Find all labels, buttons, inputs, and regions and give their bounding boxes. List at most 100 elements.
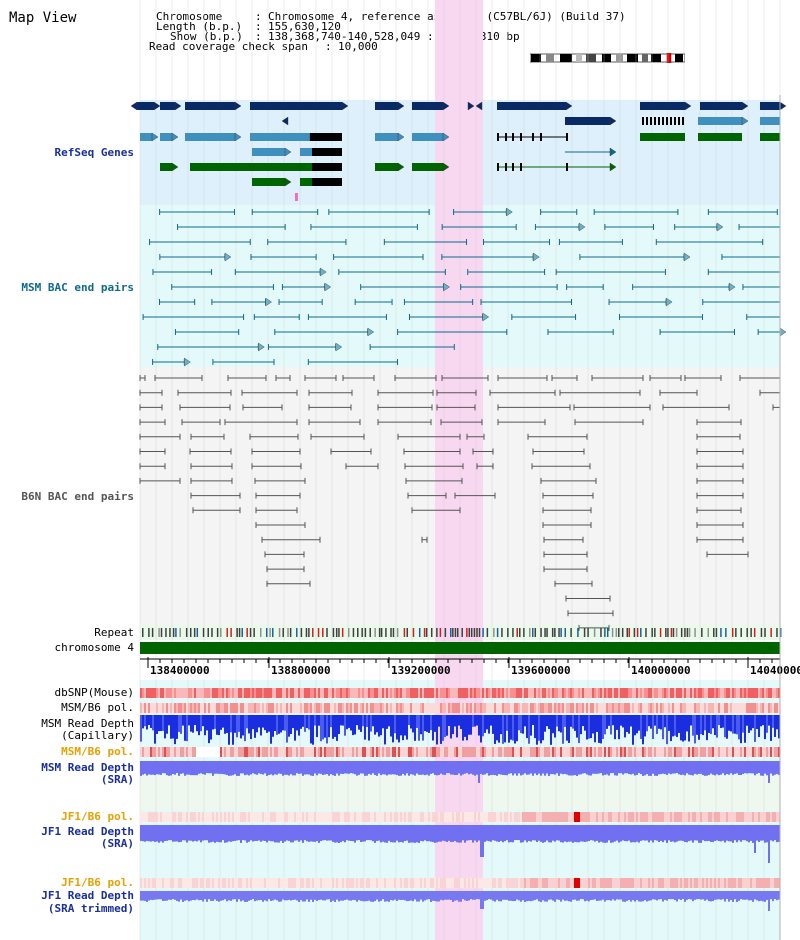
msm-b6-pol-cell	[438, 703, 440, 713]
msm-b6-pol-2-cell	[510, 747, 512, 757]
track-label-b6n-bac-end-pairs[interactable]: B6N BAC end pairs	[21, 490, 134, 503]
msm-sra-depth-bar	[390, 761, 392, 775]
msm-sra-depth-bar	[554, 761, 556, 775]
msm-b6-pol-2-cell	[560, 747, 562, 757]
jf1-b6-pol-2-cell	[170, 878, 172, 888]
refseq-gene-exon	[412, 163, 443, 171]
jf1-trimmed-depth-bar	[450, 891, 452, 900]
dbsnp-cell	[358, 688, 360, 698]
msm-b6-pol-2-cell	[216, 747, 218, 757]
jf1-trimmed-depth-bar	[538, 891, 540, 902]
jf1-trimmed-depth-bar	[492, 891, 494, 901]
refseq-exon-tick	[662, 117, 664, 125]
msm-b6-pol-2-cell	[326, 747, 328, 757]
msm-sra-depth-bar	[778, 761, 780, 775]
jf1-sra-depth-bar	[514, 825, 516, 841]
refseq-gene-arrow	[171, 162, 179, 172]
dbsnp-cell	[756, 688, 758, 698]
refseq-gene-arrow	[467, 101, 475, 111]
msm-b6-pol-2-cell	[182, 747, 184, 757]
jf1-trimmed-depth-bar	[758, 891, 760, 902]
msm-sra-depth-bar	[222, 761, 224, 775]
jf1-sra-depth-bar	[288, 825, 290, 841]
jf1-b6-pol-cell	[662, 812, 664, 822]
msm-b6-pol-cell	[174, 703, 176, 713]
dbsnp-cell	[322, 688, 324, 698]
msm-b6-pol-2-cell	[434, 747, 436, 757]
chromosome-ideogram[interactable]	[530, 53, 685, 63]
msm-b6-pol-2-cell	[476, 747, 478, 757]
jf1-b6-pol-2-cell	[770, 878, 772, 888]
jf1-sra-depth-bar	[454, 825, 456, 841]
msm-capillary-depth-bar	[298, 715, 300, 736]
msm-b6-pol-2-cell	[228, 747, 230, 757]
refseq-gene-arrow	[442, 162, 450, 172]
jf1-b6-pol-2-cell	[562, 878, 564, 888]
msm-sra-depth-bar	[424, 761, 426, 776]
msm-sra-depth-bar	[468, 761, 470, 775]
jf1-b6-pol-2-cell	[690, 878, 692, 888]
jf1-b6-pol-2-cell	[544, 878, 546, 888]
msm-b6-pol-2-cell	[202, 747, 204, 757]
jf1-sra-depth-bar	[148, 825, 150, 842]
dbsnp-cell	[584, 688, 586, 698]
msm-b6-pol-2-cell	[636, 747, 638, 757]
jf1-b6-pol-2-cell	[708, 878, 710, 888]
track-label-msm-bac-end-pairs[interactable]: MSM BAC end pairs	[21, 281, 134, 294]
msm-b6-pol-2-cell	[142, 747, 144, 757]
dbsnp-cell	[416, 688, 418, 698]
msm-capillary-depth-bar	[488, 715, 490, 734]
jf1-b6-pol-cell	[312, 812, 314, 822]
msm-b6-pol-cell	[650, 703, 652, 713]
msm-capillary-depth-bar	[616, 715, 618, 730]
jf1-trimmed-depth-bar	[746, 891, 748, 900]
msm-capillary-depth-bar	[516, 715, 518, 742]
msm-b6-pol-cell	[212, 703, 214, 713]
msm-sra-depth-bar	[466, 761, 468, 774]
msm-b6-pol-2-cell	[166, 747, 168, 757]
jf1-trimmed-depth-bar	[208, 891, 210, 900]
jf1-b6-pol-2-cell	[572, 878, 574, 888]
jf1-b6-pol-cell	[770, 812, 772, 822]
msm-sra-depth-bar	[584, 761, 586, 774]
repeat-mark	[436, 628, 438, 637]
msm-sra-depth-bar	[316, 761, 318, 776]
dbsnp-cell	[652, 688, 654, 698]
jf1-b6-pol-2-cell	[554, 878, 556, 888]
jf1-sra-depth-bar	[574, 825, 576, 842]
dbsnp-cell	[550, 688, 552, 698]
dbsnp-cell	[298, 688, 300, 698]
jf1-b6-pol-2-cell	[700, 878, 702, 888]
msm-b6-pol-2-cell	[306, 747, 308, 757]
jf1-sra-depth-bar	[662, 825, 664, 843]
msm-b6-pol-2-cell	[716, 747, 718, 757]
msm-b6-pol-cell	[142, 703, 144, 713]
msm-sra-depth-bar	[718, 761, 720, 776]
msm-sra-depth-bar	[154, 761, 156, 776]
msm-capillary-depth-bar	[240, 715, 242, 739]
track-label-refseq-genes[interactable]: RefSeq Genes	[54, 146, 134, 159]
msm-sra-depth-bar	[410, 761, 412, 775]
jf1-sra-depth-bar	[240, 825, 242, 843]
msm-b6-pol-cell	[724, 703, 726, 713]
jf1-trimmed-depth-bar	[184, 891, 186, 901]
repeat-mark	[731, 628, 734, 637]
refseq-gene-arrow	[609, 162, 617, 172]
jf1-trimmed-depth-bar	[506, 891, 508, 900]
msm-b6-pol-cell	[710, 703, 712, 713]
dbsnp-cell	[488, 688, 490, 698]
jf1-b6-pol-cell	[394, 812, 396, 822]
msm-sra-depth-bar	[264, 761, 266, 774]
msm-b6-pol-2-cell	[506, 747, 508, 757]
jf1-sra-depth-bar	[620, 825, 622, 842]
jf1-b6-pol-2-cell	[350, 878, 352, 888]
msm-sra-depth-bar	[628, 761, 630, 775]
jf1-sra-depth-bar	[642, 825, 644, 841]
msm-capillary-depth-bar	[680, 715, 682, 741]
jf1-b6-pol-cell	[304, 812, 306, 822]
jf1-b6-pol-cell	[570, 812, 572, 822]
jf1-trimmed-depth-bar	[140, 891, 142, 901]
jf1-b6-pol-2-cell	[774, 878, 776, 888]
msm-sra-depth-bar	[254, 761, 256, 775]
